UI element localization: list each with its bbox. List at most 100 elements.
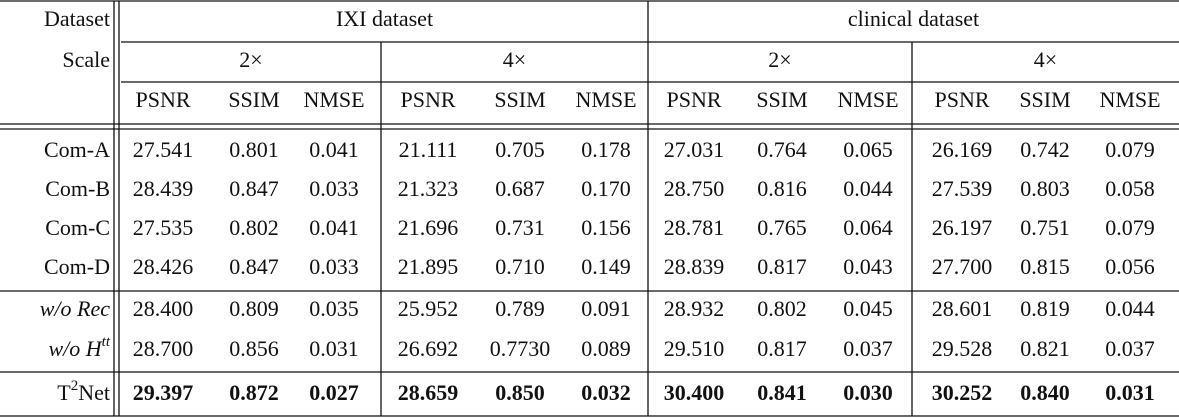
metric-header: SSIM xyxy=(756,87,807,112)
cell-value: 0.064 xyxy=(843,215,893,240)
cell-value: 0.058 xyxy=(1105,176,1155,201)
cell-value: 0.789 xyxy=(495,296,545,321)
label-part: 2 xyxy=(71,378,79,394)
cell-value: 0.035 xyxy=(309,296,359,321)
cell-value: 0.764 xyxy=(757,137,807,162)
cell-value: 0.079 xyxy=(1105,215,1155,240)
cell-value: 0.044 xyxy=(1105,296,1155,321)
cell-value: 0.037 xyxy=(1105,336,1155,361)
cell-value: 0.079 xyxy=(1105,137,1155,162)
metric-header: NMSE xyxy=(303,87,364,112)
cell-value: 0.847 xyxy=(229,254,279,279)
cell-value: 0.687 xyxy=(495,176,545,201)
scale-label: Scale xyxy=(62,47,110,72)
row-label: Com-A xyxy=(44,137,110,162)
cell-value: 29.528 xyxy=(932,336,993,361)
cell-value: 28.601 xyxy=(932,296,993,321)
cell-value: 0.821 xyxy=(1020,336,1070,361)
cell-value: 0.149 xyxy=(581,254,631,279)
metric-header: SSIM xyxy=(1019,87,1070,112)
cell-value: 0.089 xyxy=(581,336,631,361)
row-label: w/o Htt xyxy=(48,334,110,361)
cell-value: 0.033 xyxy=(309,176,359,201)
scale-header: 4× xyxy=(503,47,526,72)
cell-value: 0.178 xyxy=(581,137,631,162)
cell-value: 21.323 xyxy=(398,176,459,201)
cell-value: 30.400 xyxy=(664,380,725,405)
cell-value: 0.041 xyxy=(309,215,359,240)
label-part: Net xyxy=(78,380,110,405)
label-part: Com-D xyxy=(44,254,110,279)
cell-value: 0.056 xyxy=(1105,254,1155,279)
cell-value: 0.170 xyxy=(581,176,631,201)
row-label: w/o Rec xyxy=(40,296,110,321)
cell-value: 28.659 xyxy=(398,380,459,405)
label-part: Com-C xyxy=(45,215,110,240)
metric-header: PSNR xyxy=(400,87,455,112)
label-part: T xyxy=(57,380,71,405)
scale-header: 2× xyxy=(768,47,791,72)
cell-value: 0.705 xyxy=(495,137,545,162)
cell-value: 0.872 xyxy=(229,380,279,405)
metric-header: PSNR xyxy=(135,87,190,112)
cell-value: 0.819 xyxy=(1020,296,1070,321)
cell-value: 0.817 xyxy=(757,254,807,279)
cell-value: 0.850 xyxy=(495,380,545,405)
metric-header: NMSE xyxy=(837,87,898,112)
cell-value: 0.815 xyxy=(1020,254,1070,279)
cell-value: 28.700 xyxy=(133,336,194,361)
cell-value: 0.027 xyxy=(309,380,359,405)
cell-value: 0.043 xyxy=(843,254,893,279)
label-part: Com-A xyxy=(44,137,110,162)
cell-value: 0.841 xyxy=(757,380,807,405)
label-part: w/o Rec xyxy=(40,296,110,321)
cell-value: 28.932 xyxy=(664,296,725,321)
cell-value: 27.541 xyxy=(133,137,194,162)
dataset-label: Dataset xyxy=(44,6,110,31)
cell-value: 21.696 xyxy=(398,215,459,240)
cell-value: 21.111 xyxy=(399,137,458,162)
cell-value: 29.397 xyxy=(133,380,194,405)
cell-value: 0.156 xyxy=(581,215,631,240)
cell-value: 0.032 xyxy=(581,380,631,405)
row-label: Com-B xyxy=(45,176,110,201)
cell-value: 0.802 xyxy=(229,215,279,240)
cell-value: 28.839 xyxy=(664,254,725,279)
cell-value: 28.400 xyxy=(133,296,194,321)
row-label: Com-D xyxy=(44,254,110,279)
cell-value: 28.781 xyxy=(664,215,725,240)
cell-value: 27.031 xyxy=(664,137,725,162)
cell-value: 28.750 xyxy=(664,176,725,201)
cell-value: 0.742 xyxy=(1020,137,1070,162)
cell-value: 0.7730 xyxy=(490,336,551,361)
cell-value: 0.041 xyxy=(309,137,359,162)
metric-header: NMSE xyxy=(575,87,636,112)
label-part: tt xyxy=(102,334,111,350)
cell-value: 26.197 xyxy=(932,215,993,240)
cell-value: 0.751 xyxy=(1020,215,1070,240)
metric-header: NMSE xyxy=(1099,87,1160,112)
cell-value: 0.065 xyxy=(843,137,893,162)
cell-value: 25.952 xyxy=(398,296,459,321)
cell-value: 0.044 xyxy=(843,176,893,201)
cell-value: 21.895 xyxy=(398,254,459,279)
cell-value: 0.037 xyxy=(843,336,893,361)
label-part: w/o H xyxy=(48,336,102,361)
cell-value: 27.539 xyxy=(932,176,993,201)
cell-value: 0.840 xyxy=(1020,380,1070,405)
cell-value: 0.803 xyxy=(1020,176,1070,201)
cell-value: 0.856 xyxy=(229,336,279,361)
cell-value: 0.031 xyxy=(1105,380,1155,405)
cell-value: 0.030 xyxy=(843,380,893,405)
cell-value: 0.802 xyxy=(757,296,807,321)
cell-value: 26.169 xyxy=(932,137,993,162)
group-header: clinical dataset xyxy=(848,6,979,31)
scale-header: 2× xyxy=(239,47,262,72)
cell-value: 28.439 xyxy=(133,176,194,201)
cell-value: 0.710 xyxy=(495,254,545,279)
cell-value: 0.817 xyxy=(757,336,807,361)
cell-value: 0.045 xyxy=(843,296,893,321)
cell-value: 28.426 xyxy=(133,254,194,279)
cell-value: 27.700 xyxy=(932,254,993,279)
